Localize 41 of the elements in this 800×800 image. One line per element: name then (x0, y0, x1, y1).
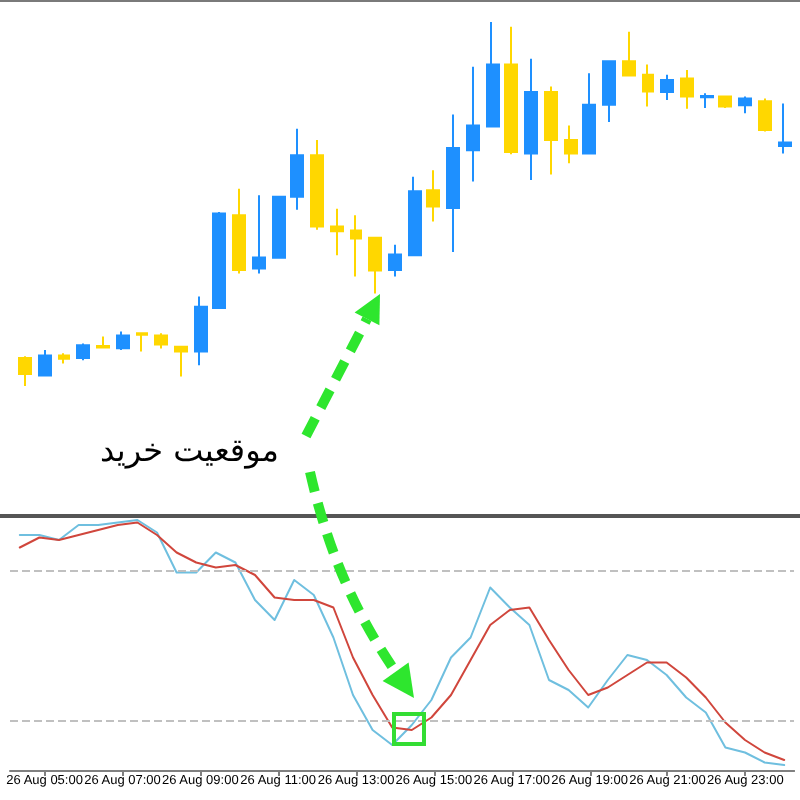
candlestick (446, 113, 460, 254)
candlestick (18, 355, 32, 387)
candlestick (368, 235, 382, 295)
candlestick (564, 124, 578, 165)
candlestick (778, 102, 792, 155)
candlestick (174, 344, 188, 378)
candlestick (504, 25, 518, 156)
candlestick (212, 211, 226, 310)
candlestick (290, 127, 304, 211)
candlestick (758, 97, 772, 133)
candlestick (544, 85, 558, 176)
candlestick (350, 214, 362, 278)
text: موقعیت خرید (100, 431, 279, 469)
candlestick (738, 95, 752, 115)
candlestick (330, 207, 344, 257)
candlestick (660, 73, 674, 101)
candlestick (96, 335, 110, 350)
candlestick (602, 60, 616, 124)
candlestick (642, 63, 654, 108)
candlestick (388, 243, 402, 278)
candlestick (466, 65, 480, 183)
candlestick (310, 138, 324, 231)
candlestick (622, 30, 636, 77)
candlestick (136, 331, 148, 353)
candlestick (76, 342, 90, 362)
candlestick (426, 169, 440, 223)
candlestick (408, 175, 422, 257)
candlestick (582, 72, 596, 155)
candlestick (154, 332, 168, 350)
candlestick (680, 69, 694, 110)
candlestick (232, 187, 246, 275)
candlestick (252, 194, 266, 275)
candlestick (58, 352, 70, 365)
candlestick (38, 348, 52, 378)
candlestick (116, 330, 130, 351)
candlestick (194, 295, 208, 367)
candlestick (718, 94, 732, 109)
candlestick (700, 92, 714, 109)
candlestick (524, 57, 538, 181)
candlestick (272, 194, 286, 260)
candlestick (486, 21, 500, 128)
